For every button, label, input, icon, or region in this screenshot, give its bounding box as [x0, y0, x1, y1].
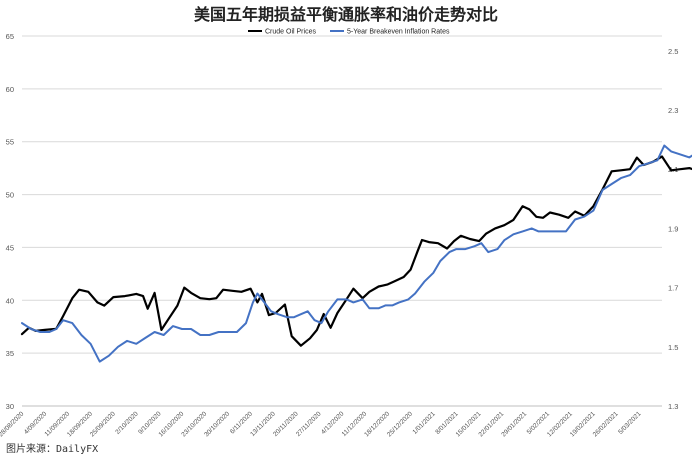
source-credit: 图片来源：DailyFX: [6, 442, 98, 455]
y-left-tick-label: 35: [6, 349, 14, 358]
y-left-tick-label: 30: [6, 402, 14, 411]
x-tick-label: 28/08/2020: [0, 410, 26, 438]
grid: [22, 35, 662, 407]
legend: Crude Oil Prices 5-Year Breakeven Inflati…: [248, 29, 450, 36]
chart-title: 美国五年期损益平衡通胀率和油价走势对比: [194, 5, 498, 24]
legend-label: 5-Year Breakeven Inflation Rates: [347, 29, 450, 36]
y-left-tick-label: 55: [6, 138, 14, 147]
legend-label: Crude Oil Prices: [265, 29, 316, 36]
y-right-tick-label: 2.5: [668, 47, 678, 56]
y-left-tick-label: 60: [6, 85, 14, 94]
y-left-tick-label: 65: [6, 32, 14, 41]
y-left-tick-label: 50: [6, 191, 14, 200]
series-line: [21, 144, 692, 363]
series-line: [20, 155, 692, 347]
y-right-tick-label: 1.7: [668, 284, 678, 293]
y-right-tick-label: 2.3: [668, 106, 678, 115]
x-tick-label: 29/01/2021: [500, 410, 528, 438]
series-lines: [20, 144, 692, 363]
x-tick-label: 5/03/2021: [617, 410, 643, 436]
y-left-tick-label: 40: [6, 296, 14, 305]
y-axis-right: 1.31.51.71.92.12.32.5: [668, 47, 678, 411]
y-left-tick-label: 45: [6, 243, 14, 252]
x-tick-label: 30/10/2020: [203, 410, 231, 438]
y-axis-left: 30 35 40 45 50 55 60 65: [6, 32, 14, 411]
x-axis: 28/08/20204/09/202011/09/202018/09/20202…: [0, 405, 662, 438]
y-right-tick-label: 1.5: [668, 343, 678, 352]
x-tick-label: 1/01/2021: [411, 410, 437, 436]
y-right-tick-label: 1.9: [668, 224, 678, 233]
x-tick-label: 2/10/2020: [114, 410, 140, 436]
y-right-tick-label: 1.3: [668, 402, 678, 411]
x-tick-label: 27/11/2020: [295, 410, 323, 438]
x-tick-label: 25/09/2020: [89, 410, 117, 438]
x-tick-label: 25/12/2020: [386, 410, 414, 438]
x-tick-label: 26/02/2021: [592, 410, 620, 438]
